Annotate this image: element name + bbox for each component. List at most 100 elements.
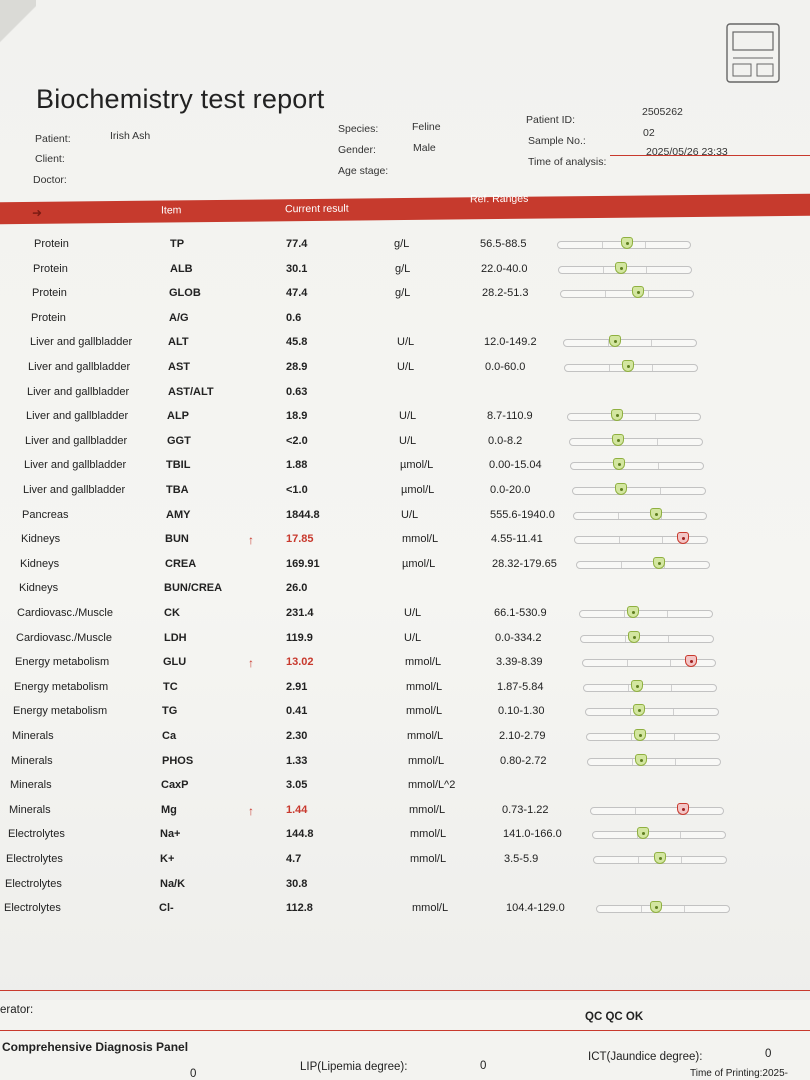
- row-item: TBA: [166, 484, 189, 496]
- arrow-icon: ➜: [32, 205, 43, 220]
- row-ref-range: 28.32-179.65: [492, 557, 557, 570]
- row-ref-range: 555.6-1940.0: [490, 508, 555, 521]
- row-ref-range: 3.5-5.9: [504, 853, 539, 865]
- row-item: ALT: [168, 336, 189, 349]
- row-category: Electrolytes: [6, 853, 63, 865]
- header-ref: Ref. Ranges: [470, 192, 529, 206]
- row-unit: mmol/L: [410, 853, 447, 865]
- range-tick: [602, 266, 604, 273]
- table-row: Electrolytes Cl- 112.8 mmol/L 104.4-129.0: [0, 900, 810, 920]
- sample-value: 02: [643, 127, 655, 139]
- table-row: Liver and gallbladder AST 28.9 U/L 0.0-60.0: [0, 359, 810, 379]
- row-category: Energy metabolism: [15, 656, 110, 669]
- row-item: ALP: [167, 410, 189, 423]
- range-tick: [627, 684, 629, 691]
- row-ref-range: 0.73-1.22: [502, 803, 549, 816]
- row-unit: g/L: [394, 238, 410, 250]
- row-ref-range: 0.0-20.0: [490, 484, 531, 496]
- row-item: Mg: [161, 803, 177, 816]
- row-category: Kidneys: [19, 582, 59, 595]
- row-ref-range: 0.10-1.30: [498, 705, 545, 718]
- operator-label: erator:: [0, 1004, 34, 1016]
- result-marker-icon: [610, 409, 623, 422]
- row-result: 0.41: [286, 705, 308, 718]
- range-tick: [671, 684, 673, 691]
- range-tick: [640, 906, 642, 913]
- report-title: Biochemistry test report: [36, 84, 325, 114]
- row-ref-range: 56.5-88.5: [480, 238, 527, 250]
- row-result: 231.4: [286, 607, 314, 619]
- row-unit: g/L: [395, 262, 411, 275]
- row-ref-range: 28.2-51.3: [482, 287, 529, 300]
- range-tick: [655, 414, 657, 421]
- row-item: PHOS: [162, 754, 194, 767]
- gender-label: Gender:: [338, 144, 376, 156]
- row-result: 77.4: [286, 238, 308, 250]
- range-bar: [572, 483, 706, 495]
- row-item: TBIL: [166, 459, 191, 472]
- row-unit: mmol/L: [410, 828, 447, 841]
- analyzer-device-icon: [726, 23, 780, 83]
- row-unit: mmol/L: [406, 680, 443, 693]
- table-row: Kidneys CREA 169.91 µmol/L 28.32-179.65: [0, 556, 810, 576]
- row-unit: U/L: [397, 336, 415, 349]
- result-marker-icon: [615, 261, 628, 274]
- result-marker-icon: [685, 655, 698, 668]
- row-result: 169.91: [286, 557, 320, 570]
- range-bar: [573, 507, 707, 520]
- table-row: Energy metabolism TG 0.41 mmol/L 0.10-1.30: [0, 703, 810, 723]
- row-item: A/G: [169, 311, 189, 324]
- range-bar: [579, 606, 713, 618]
- row-result: 1844.8: [286, 508, 320, 521]
- range-bar: [585, 704, 719, 717]
- row-item: Na/K: [160, 877, 186, 890]
- row-category: Protein: [33, 262, 68, 275]
- row-unit: mmol/L: [402, 533, 439, 546]
- range-tick: [631, 758, 633, 765]
- range-tick: [670, 660, 672, 667]
- row-category: Minerals: [12, 730, 54, 742]
- row-ref-range: 0.0-334.2: [495, 631, 542, 644]
- row-item: BUN: [165, 533, 189, 546]
- row-result: 119.9: [286, 631, 313, 644]
- row-ref-range: 8.7-110.9: [487, 410, 533, 423]
- row-item: CREA: [165, 557, 197, 570]
- row-unit: mmol/L^2: [408, 779, 456, 792]
- range-bar: [570, 458, 704, 471]
- high-flag-icon: ↑: [248, 533, 254, 548]
- range-tick: [675, 758, 677, 765]
- patient-label: Patient:: [35, 133, 71, 145]
- result-marker-icon: [626, 606, 639, 618]
- row-result: 2.91: [286, 680, 308, 693]
- result-marker-icon: [622, 360, 635, 372]
- row-item: TC: [163, 680, 178, 693]
- row-category: Minerals: [9, 803, 51, 816]
- row-item: Ca: [162, 730, 177, 742]
- row-item: CK: [164, 607, 180, 619]
- row-unit: U/L: [401, 508, 419, 521]
- gender-value: Male: [413, 142, 436, 154]
- row-category: Liver and gallbladder: [26, 410, 129, 423]
- printing-time: Time of Printing:2025-: [690, 1068, 789, 1079]
- range-tick: [607, 340, 609, 347]
- range-tick: [658, 463, 660, 470]
- row-result: 26.0: [286, 582, 308, 595]
- range-bar: [587, 753, 721, 766]
- row-ref-range: 1.87-5.84: [497, 680, 544, 693]
- row-category: Protein: [34, 238, 69, 250]
- range-tick: [630, 734, 632, 740]
- range-tick: [624, 635, 626, 642]
- row-item: GLOB: [169, 287, 201, 300]
- table-row: Minerals Mg ↑ 1.44 mmol/L 0.73-1.22: [0, 802, 810, 822]
- row-result: 30.8: [286, 877, 308, 890]
- row-unit: mmol/L: [408, 754, 445, 767]
- row-result: 1.33: [286, 754, 308, 767]
- row-unit: U/L: [399, 434, 417, 447]
- row-item: Cl-: [159, 902, 174, 915]
- range-tick: [646, 266, 648, 273]
- range-tick: [636, 832, 638, 839]
- ict-value: 0: [765, 1048, 772, 1060]
- doctor-label: Doctor:: [33, 174, 67, 186]
- table-row: Electrolytes Na+ 144.8 mmol/L 141.0-166.0: [0, 826, 810, 846]
- range-tick: [601, 242, 603, 248]
